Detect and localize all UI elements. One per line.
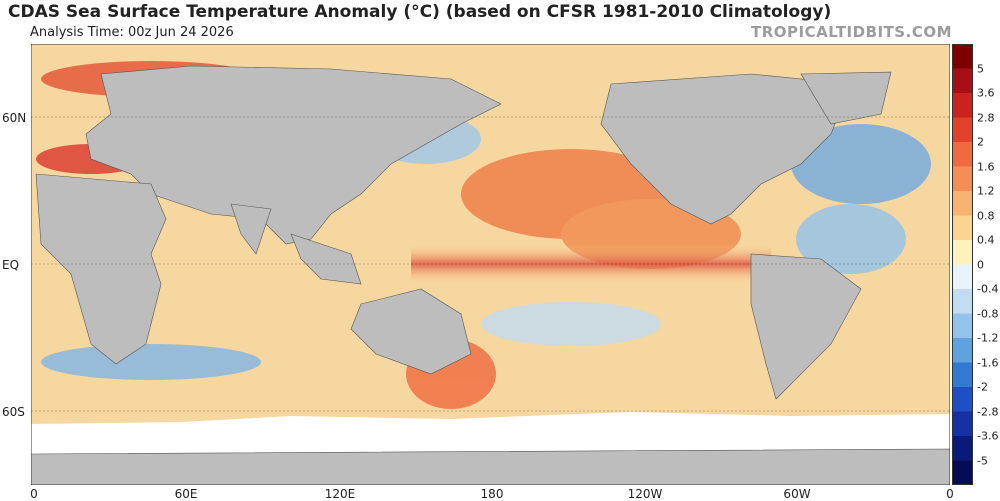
land-south-america <box>750 253 862 400</box>
colorbar-tick-label: 0 <box>977 258 984 271</box>
colorbar-segment <box>952 191 973 216</box>
graticule <box>31 116 950 412</box>
lat-label-60s: 60S <box>2 405 25 419</box>
colorbar-segment <box>952 215 973 241</box>
colorbar-segment <box>952 411 973 437</box>
analysis-time: Analysis Time: 00z Jun 24 2026 <box>30 25 234 40</box>
cool-patch-tropical-atlantic <box>796 204 906 274</box>
lat-label-eq: EQ <box>2 258 20 272</box>
colorbar-segment <box>952 240 973 265</box>
lon-label-60e: 60E <box>174 487 198 501</box>
colorbar-segment <box>952 93 973 118</box>
colorbar-tick-label: 5 <box>977 62 984 75</box>
colorbar-tick-label: 0.4 <box>977 233 995 247</box>
cool-patch-southern-ocean <box>41 344 261 380</box>
lon-label-60w: 60W <box>783 487 811 501</box>
cool-patch-south-pacific <box>481 302 661 346</box>
land-india <box>230 203 272 255</box>
sst-anomaly-map <box>31 44 950 485</box>
colorbar-tick-label: 1.6 <box>977 160 995 173</box>
cool-patch-north-atlantic <box>791 124 931 204</box>
colorbar-segment <box>952 362 973 388</box>
colorbar-segment <box>952 313 973 339</box>
colorbar-tick-label: 3.6 <box>977 86 995 100</box>
colorbar-tick-label: -3.6 <box>977 429 999 443</box>
colorbar-tick-label: -1.6 <box>977 356 999 369</box>
land-europe-asia <box>85 65 502 245</box>
colorbar-segment <box>952 117 973 143</box>
colorbar-tick-label: 1.2 <box>977 184 995 198</box>
colorbar-tick-label: -0.8 <box>977 307 999 320</box>
lon-label-120e: 120E <box>324 487 356 501</box>
brand-watermark: TROPICALTIDBITS.COM <box>751 23 952 41</box>
lon-label-0: 0 <box>30 487 38 501</box>
colorbar-segment <box>952 338 973 363</box>
colorbar-border <box>952 44 973 485</box>
colorbar-segment <box>952 460 973 485</box>
colorbar-tick-label: -5 <box>977 454 988 467</box>
colorbar-segment <box>952 387 973 412</box>
colorbar-tick-label: -2 <box>977 380 988 394</box>
colorbar-segment <box>952 44 973 69</box>
colorbar <box>952 44 973 485</box>
colorbar-tick-label: 2.8 <box>977 111 995 124</box>
land-southeast-asia <box>290 233 362 285</box>
lon-label-120w: 120W <box>627 487 663 501</box>
land-masses <box>31 65 950 485</box>
colorbar-segment <box>952 142 973 167</box>
colorbar-tick-label: -0.4 <box>977 282 999 296</box>
colorbar-tick-label: 0.8 <box>977 209 995 222</box>
land-australia <box>350 288 472 375</box>
colorbar-tick-label: -1.2 <box>977 331 999 345</box>
colorbar-segment <box>952 166 973 192</box>
colorbar-tick-label: -2.8 <box>977 405 999 418</box>
colorbar-tick-label: 2 <box>977 135 984 149</box>
colorbar-segment <box>952 289 973 314</box>
colorbar-segment <box>952 436 973 461</box>
land-antarctica <box>31 448 950 485</box>
lon-label-0-east: 0 <box>946 487 954 501</box>
land-greenland <box>800 71 892 125</box>
lon-label-180: 180 <box>480 487 504 501</box>
colorbar-segment <box>952 68 973 94</box>
colorbar-segment <box>952 264 973 290</box>
lat-label-60n: 60N <box>2 111 27 125</box>
map-title: CDAS Sea Surface Temperature Anomaly (°C… <box>8 2 832 22</box>
